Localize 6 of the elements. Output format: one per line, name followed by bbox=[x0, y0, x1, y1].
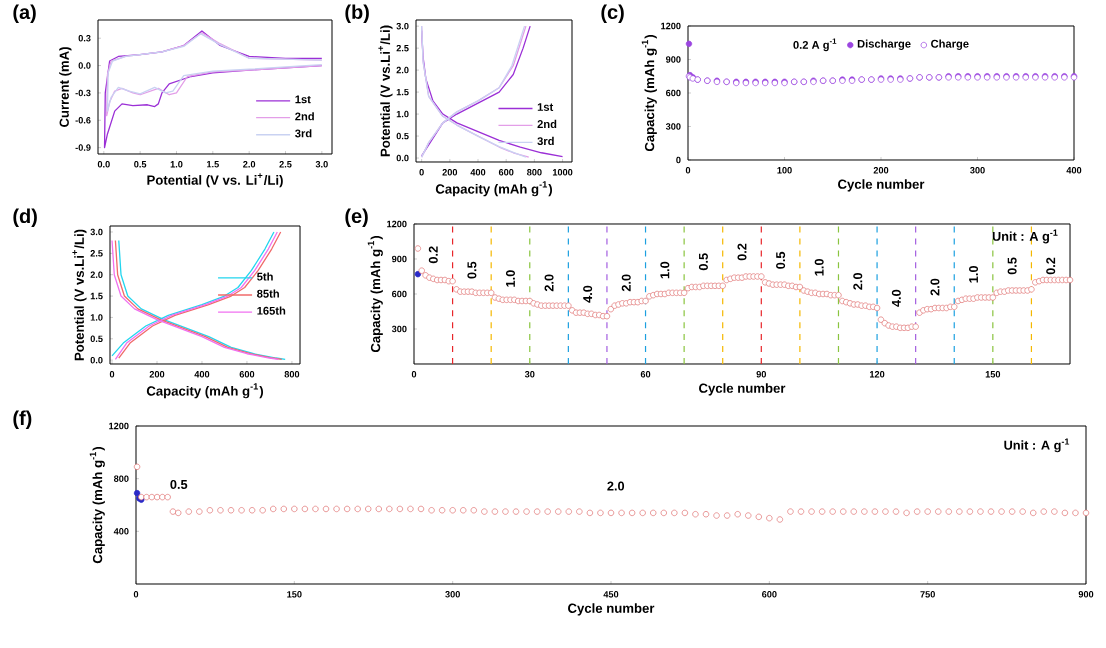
chart-title: (b) bbox=[345, 4, 369, 23]
chart-title: (d) bbox=[13, 208, 37, 228]
chart-title: (c) bbox=[601, 4, 624, 23]
chart-title: (a) bbox=[13, 4, 36, 23]
chart-title: (e) bbox=[345, 208, 368, 227]
chart-title: (f) bbox=[13, 410, 32, 430]
